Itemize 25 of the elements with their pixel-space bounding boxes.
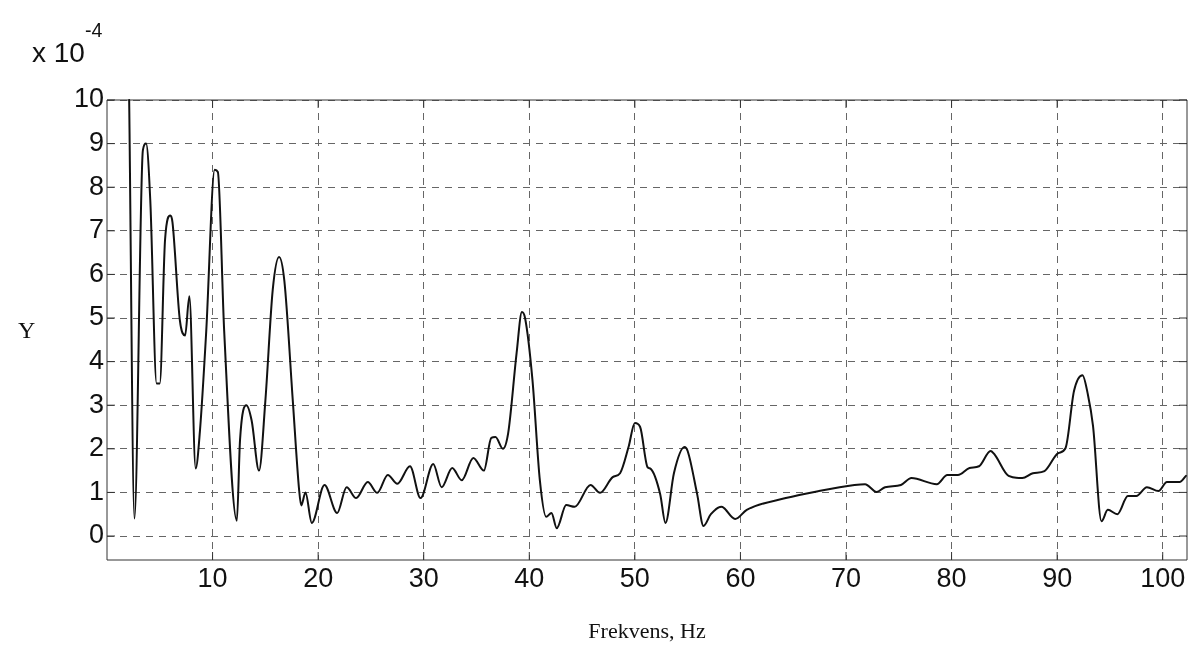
y-tick-label: 10 xyxy=(73,83,104,114)
x-tick-label: 80 xyxy=(936,562,967,593)
y-tick-label: 4 xyxy=(88,345,104,376)
x-tick-label: 70 xyxy=(830,562,862,593)
x-tick-label: 30 xyxy=(408,562,439,593)
x-tick-label: 90 xyxy=(1042,562,1073,593)
x-axis-title: Frekvens, Hz xyxy=(588,617,706,643)
x-tick-label: 40 xyxy=(514,562,545,593)
text: x 10-4 xyxy=(32,18,103,68)
y-axis-title: Y xyxy=(18,317,36,343)
x-tick-label: 50 xyxy=(619,562,650,593)
line-series xyxy=(128,99,1187,530)
x-tick-label: 60 xyxy=(725,562,756,593)
x-tick-label: 20 xyxy=(303,562,334,593)
y-tick-label: 3 xyxy=(88,388,104,419)
y-tick-label: 5 xyxy=(88,301,104,332)
y-tick-label: 1 xyxy=(88,475,104,506)
x-tick-label: 100 xyxy=(1140,562,1186,593)
y-tick-label: 0 xyxy=(88,519,104,550)
y-tick-label: 6 xyxy=(88,257,104,288)
x-tick-label: 10 xyxy=(197,562,228,593)
y-tick-label: 2 xyxy=(88,432,104,463)
y-tick-label: 9 xyxy=(88,127,104,158)
y-tick-label: 7 xyxy=(88,214,104,245)
y-tick-label: 8 xyxy=(88,170,104,201)
